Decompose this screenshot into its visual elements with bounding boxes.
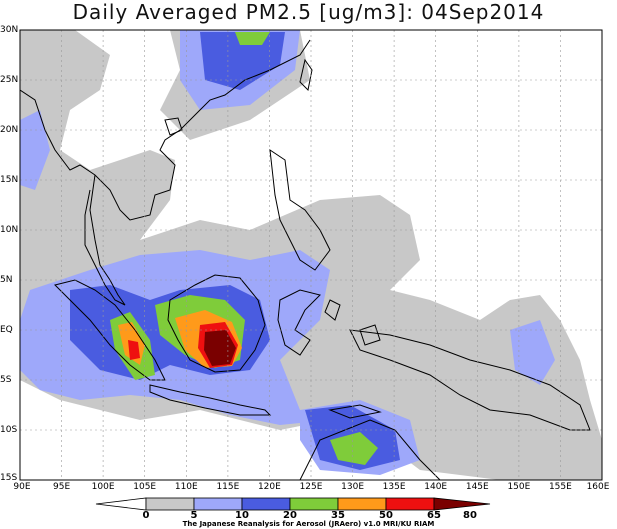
lon-label-95e: 95E: [53, 482, 71, 492]
lon-label-90e: 90E: [13, 482, 31, 492]
coast-taiwan: [299, 58, 313, 92]
lon-label-150e: 150E: [507, 482, 531, 492]
pm25-region-lightblue-west: [20, 110, 50, 190]
coast-malay-peninsula: [84, 174, 126, 306]
colorbar-cell-3: [241, 497, 291, 511]
lat-label-25n: 25N: [0, 75, 19, 85]
colorbar-tick-80: 80: [463, 510, 477, 521]
pm25-region-lightblue-east: [510, 320, 555, 385]
colorbar-cell-7: [433, 497, 491, 511]
lon-label-100e: 100E: [91, 482, 115, 492]
lon-label-115e: 115E: [216, 482, 240, 492]
lon-label-140e: 140E: [424, 482, 448, 492]
pm25-region-blue-north: [200, 32, 285, 90]
coast-sulawesi: [277, 289, 321, 356]
pm25-region-green-north: [235, 32, 270, 45]
coast-java: [149, 384, 272, 416]
lon-label-130e: 130E: [341, 482, 365, 492]
lat-label-10n: 10N: [0, 225, 19, 235]
lat-label-eq: EQ: [0, 325, 13, 335]
coast-indochina: [20, 39, 311, 221]
colorbar: [95, 497, 491, 511]
credit-line: The Japanese Reanalysis for Aerosol (JRA…: [182, 520, 435, 528]
colorbar-tick-10: 10: [235, 510, 249, 521]
lat-label-20n: 20N: [0, 125, 19, 135]
colorbar-tick-35: 35: [331, 510, 345, 521]
coast-timor: [328, 404, 382, 419]
lat-label-30n: 30N: [0, 25, 19, 35]
lon-label-145e: 145E: [465, 482, 489, 492]
lat-label-15s: 15S: [0, 473, 18, 483]
coast-borneo: [167, 274, 266, 373]
colorbar-cell-2: [193, 497, 243, 511]
lat-label-5s: 5S: [0, 375, 12, 385]
lon-label-155e: 155E: [548, 482, 572, 492]
pm25-region-red-west: [128, 340, 140, 360]
colorbar-tick-0: 0: [142, 510, 150, 521]
lon-label-110e: 110E: [174, 482, 198, 492]
lon-label-160e: 160E: [586, 482, 610, 492]
lat-label-5n: 5N: [0, 275, 13, 285]
map-title: Daily Averaged PM2.5 [ug/m3]: 04Sep2014: [72, 0, 545, 24]
colorbar-cell-4: [289, 497, 339, 511]
lat-label-15n: 15N: [0, 175, 19, 185]
lon-label-120e: 120E: [257, 482, 281, 492]
colorbar-cell-0: [95, 497, 147, 511]
coast-australia: [299, 419, 441, 480]
lon-label-105e: 105E: [133, 482, 157, 492]
pm25-region-green-sea: [330, 432, 378, 465]
colorbar-cell-1: [145, 497, 195, 511]
plot-frame: [19, 29, 603, 481]
colorbar-tick-5: 5: [190, 510, 198, 521]
coast-moluccas: [324, 299, 381, 346]
colorbar-cell-5: [337, 497, 387, 511]
colorbar-tick-20: 20: [283, 510, 297, 521]
lat-label-10s: 10S: [0, 425, 18, 435]
coast-philippines: [269, 148, 331, 271]
colorbar-tick-65: 65: [427, 510, 441, 521]
lon-label-135e: 135E: [382, 482, 406, 492]
gridlines: [20, 30, 602, 480]
colorbar-tick-50: 50: [379, 510, 393, 521]
colorbar-cell-6: [385, 497, 435, 511]
lon-label-125e: 125E: [299, 482, 323, 492]
